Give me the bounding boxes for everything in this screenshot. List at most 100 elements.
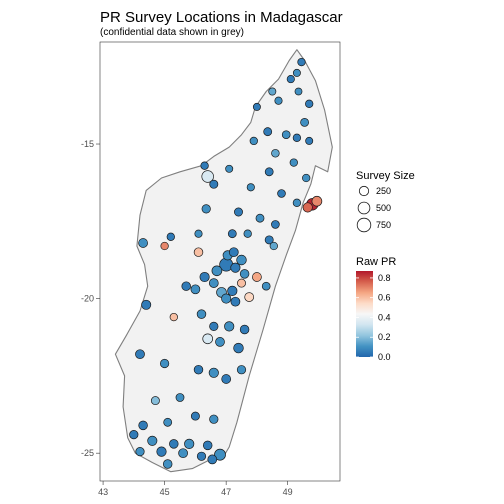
- survey-point: [193, 247, 204, 257]
- survey-point: [184, 438, 195, 449]
- survey-point: [292, 198, 302, 207]
- survey-point: [305, 99, 314, 108]
- survey-point: [211, 265, 223, 277]
- survey-point: [138, 420, 148, 431]
- survey-point: [255, 213, 265, 223]
- survey-point: [289, 158, 298, 167]
- survey-point: [243, 229, 252, 238]
- survey-point: [194, 229, 203, 238]
- survey-point: [221, 293, 232, 304]
- survey-point: [196, 451, 207, 461]
- survey-point: [264, 235, 274, 245]
- survey-point: [263, 127, 273, 137]
- survey-point: [215, 337, 225, 347]
- y-tick-label: -15: [81, 139, 94, 149]
- survey-point: [274, 96, 283, 105]
- survey-point: [271, 220, 280, 229]
- survey-point: [129, 430, 139, 440]
- survey-point: [244, 292, 255, 302]
- survey-point: [138, 238, 148, 248]
- survey-point: [135, 447, 145, 457]
- survey-point: [292, 68, 301, 77]
- survey-point: [281, 130, 291, 140]
- survey-point: [233, 342, 244, 354]
- survey-point: [201, 170, 214, 183]
- y-tick-label: -20: [81, 294, 94, 304]
- survey-point: [169, 439, 179, 449]
- survey-point: [271, 149, 280, 158]
- survey-point: [286, 75, 295, 84]
- survey-point: [261, 281, 271, 291]
- survey-point: [209, 179, 219, 189]
- color-legend-label: 0.6: [378, 293, 391, 303]
- color-legend-label: 0.8: [378, 273, 391, 283]
- size-legend-label: 500: [376, 203, 391, 213]
- survey-point: [230, 296, 241, 307]
- survey-point: [193, 364, 204, 375]
- survey-point: [196, 309, 207, 319]
- survey-point: [300, 118, 309, 127]
- color-legend-label: 0.2: [378, 332, 391, 342]
- survey-point: [234, 207, 243, 217]
- survey-point: [230, 262, 241, 273]
- survey-point: [225, 164, 234, 173]
- survey-point: [246, 183, 255, 192]
- survey-point: [175, 393, 185, 402]
- survey-point: [147, 435, 158, 446]
- survey-point: [269, 241, 278, 251]
- survey-point: [190, 411, 200, 421]
- color-legend-title: Raw PR: [356, 256, 396, 268]
- survey-point: [141, 299, 152, 310]
- y-tick-label: -25: [81, 448, 94, 458]
- size-legend-label: 250: [376, 186, 391, 196]
- survey-point: [135, 349, 145, 360]
- survey-point: [181, 281, 191, 291]
- survey-point: [239, 324, 250, 335]
- survey-point: [236, 254, 247, 266]
- survey-point: [162, 459, 173, 469]
- color-legend-label: 0.0: [378, 352, 391, 362]
- survey-point: [249, 136, 258, 146]
- survey-point: [178, 448, 188, 459]
- survey-point: [199, 271, 210, 283]
- survey-point: [224, 321, 235, 332]
- survey-point: [156, 446, 167, 457]
- color-legend-bar: [356, 271, 373, 357]
- survey-point: [294, 87, 303, 96]
- survey-point: [202, 333, 214, 345]
- survey-point: [209, 414, 219, 424]
- size-legend-title: Survey Size: [356, 170, 415, 182]
- survey-point: [264, 167, 274, 177]
- survey-point: [160, 358, 170, 369]
- color-legend-label: 0.4: [378, 312, 391, 322]
- survey-point: [150, 396, 160, 406]
- survey-point: [236, 365, 247, 375]
- survey-point: [201, 204, 211, 214]
- survey-point: [207, 454, 218, 465]
- survey-point: [208, 367, 219, 378]
- survey-point: [214, 448, 226, 461]
- survey-point: [190, 284, 201, 295]
- x-tick-label: 49: [283, 487, 293, 497]
- survey-point: [277, 189, 286, 198]
- size-legend-label: 750: [376, 220, 391, 230]
- survey-point: [200, 161, 209, 170]
- x-tick-label: 47: [221, 487, 231, 497]
- survey-point: [252, 272, 262, 282]
- size-legend-key: [358, 185, 370, 197]
- survey-point: [209, 321, 219, 331]
- survey-point: [268, 87, 277, 96]
- survey-point: [202, 440, 213, 451]
- size-legend-key: [356, 217, 372, 233]
- survey-point: [227, 285, 238, 296]
- survey-point: [221, 374, 232, 384]
- survey-point: [237, 278, 246, 288]
- survey-point: [227, 229, 237, 239]
- survey-point: [297, 57, 306, 67]
- x-tick-label: 45: [160, 487, 170, 497]
- survey-point: [166, 232, 175, 241]
- survey-point: [208, 278, 219, 288]
- survey-point: [163, 417, 173, 427]
- survey-point: [292, 133, 302, 142]
